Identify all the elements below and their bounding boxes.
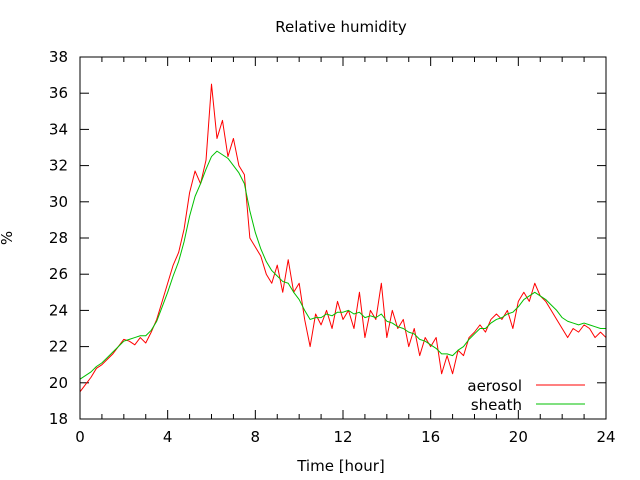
y-axis-label: %	[0, 231, 16, 245]
chart-title: Relative humidity	[275, 18, 407, 36]
legend-label-aerosol: aerosol	[467, 377, 522, 395]
series-line-aerosol	[79, 83, 607, 393]
x-tick-label: 12	[333, 428, 352, 446]
y-tick-label: 22	[49, 338, 68, 356]
x-axis-label: Time [hour]	[296, 457, 385, 475]
y-tick-label: 36	[49, 84, 68, 102]
plot-frame	[79, 56, 607, 420]
legend-label-sheath: sheath	[471, 396, 522, 414]
legend: aerosol sheath	[467, 377, 585, 414]
x-tick-label: 8	[251, 428, 261, 446]
series-layer	[79, 83, 607, 393]
x-tick-label: 20	[509, 428, 528, 446]
x-tick-label: 4	[163, 428, 173, 446]
y-tick-label: 18	[49, 410, 68, 428]
y-tick-label: 38	[49, 48, 68, 66]
x-tick-label: 24	[596, 428, 615, 446]
y-tick-label: 28	[49, 229, 68, 247]
y-tick-label: 26	[49, 265, 68, 283]
y-tick-label: 20	[49, 374, 68, 392]
axis-ticks: 18 20 22 24 26 28 30 32 34 36 38 0 4 8 12 16 20 24	[49, 48, 616, 446]
x-tick-label: 16	[421, 428, 440, 446]
y-tick-label: 34	[49, 120, 68, 138]
y-tick-label: 24	[49, 301, 68, 319]
x-tick-label: 0	[75, 428, 85, 446]
series-line-sheath	[79, 150, 606, 380]
y-tick-label: 30	[49, 193, 68, 211]
y-tick-label: 32	[49, 157, 68, 175]
